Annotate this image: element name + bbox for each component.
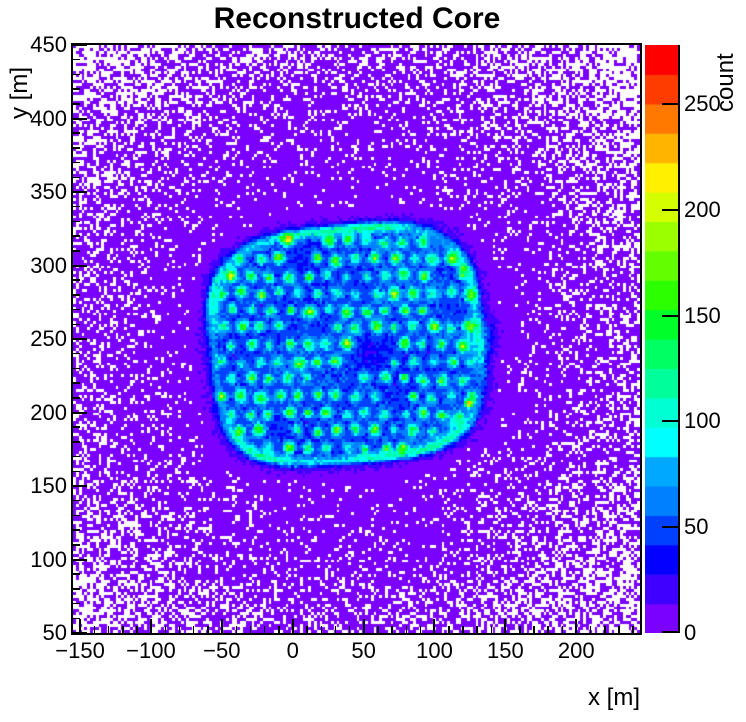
x-tick-label: 0 xyxy=(286,638,299,663)
plot-frame xyxy=(71,43,642,635)
colorbar xyxy=(645,45,680,633)
y-tick-label: 450 xyxy=(30,32,67,57)
x-tick-label: 200 xyxy=(557,638,595,663)
x-tick-label: −150 xyxy=(55,638,105,663)
y-tick-label: 150 xyxy=(30,473,67,498)
colorbar-tick xyxy=(662,103,678,106)
colorbar-tick-label: 0 xyxy=(684,620,697,645)
colorbar-tick-label: 50 xyxy=(684,514,709,540)
chart-title: Reconstructed Core xyxy=(213,2,501,35)
x-tick-label: 150 xyxy=(486,638,524,663)
x-tick-label: −50 xyxy=(203,638,241,663)
x-axis-title: x [m] xyxy=(588,684,640,711)
colorbar-tick-label: 150 xyxy=(684,302,721,328)
y-tick-label: 400 xyxy=(30,105,67,131)
colorbar-tick xyxy=(662,208,678,211)
histogram-heatmap xyxy=(73,45,640,633)
y-tick-label: 200 xyxy=(30,399,67,425)
colorbar-gradient xyxy=(645,45,678,633)
colorbar-tick xyxy=(662,631,678,633)
colorbar-tick-label: 250 xyxy=(684,91,721,117)
x-tick-label: 50 xyxy=(351,638,376,663)
y-tick-label: 350 xyxy=(30,179,67,204)
y-tick-label: 250 xyxy=(30,326,67,351)
x-tick-label: −100 xyxy=(126,638,176,663)
y-tick-label: 50 xyxy=(42,620,67,645)
colorbar-tick xyxy=(662,526,678,529)
colorbar-tick xyxy=(662,420,678,423)
colorbar-tick xyxy=(662,314,678,317)
colorbar-tick-label: 200 xyxy=(684,196,721,222)
x-tick-label: 100 xyxy=(416,638,453,663)
y-tick-label: 100 xyxy=(30,546,67,572)
colorbar-tick-label: 100 xyxy=(684,408,721,434)
y-tick-label: 300 xyxy=(30,252,67,278)
